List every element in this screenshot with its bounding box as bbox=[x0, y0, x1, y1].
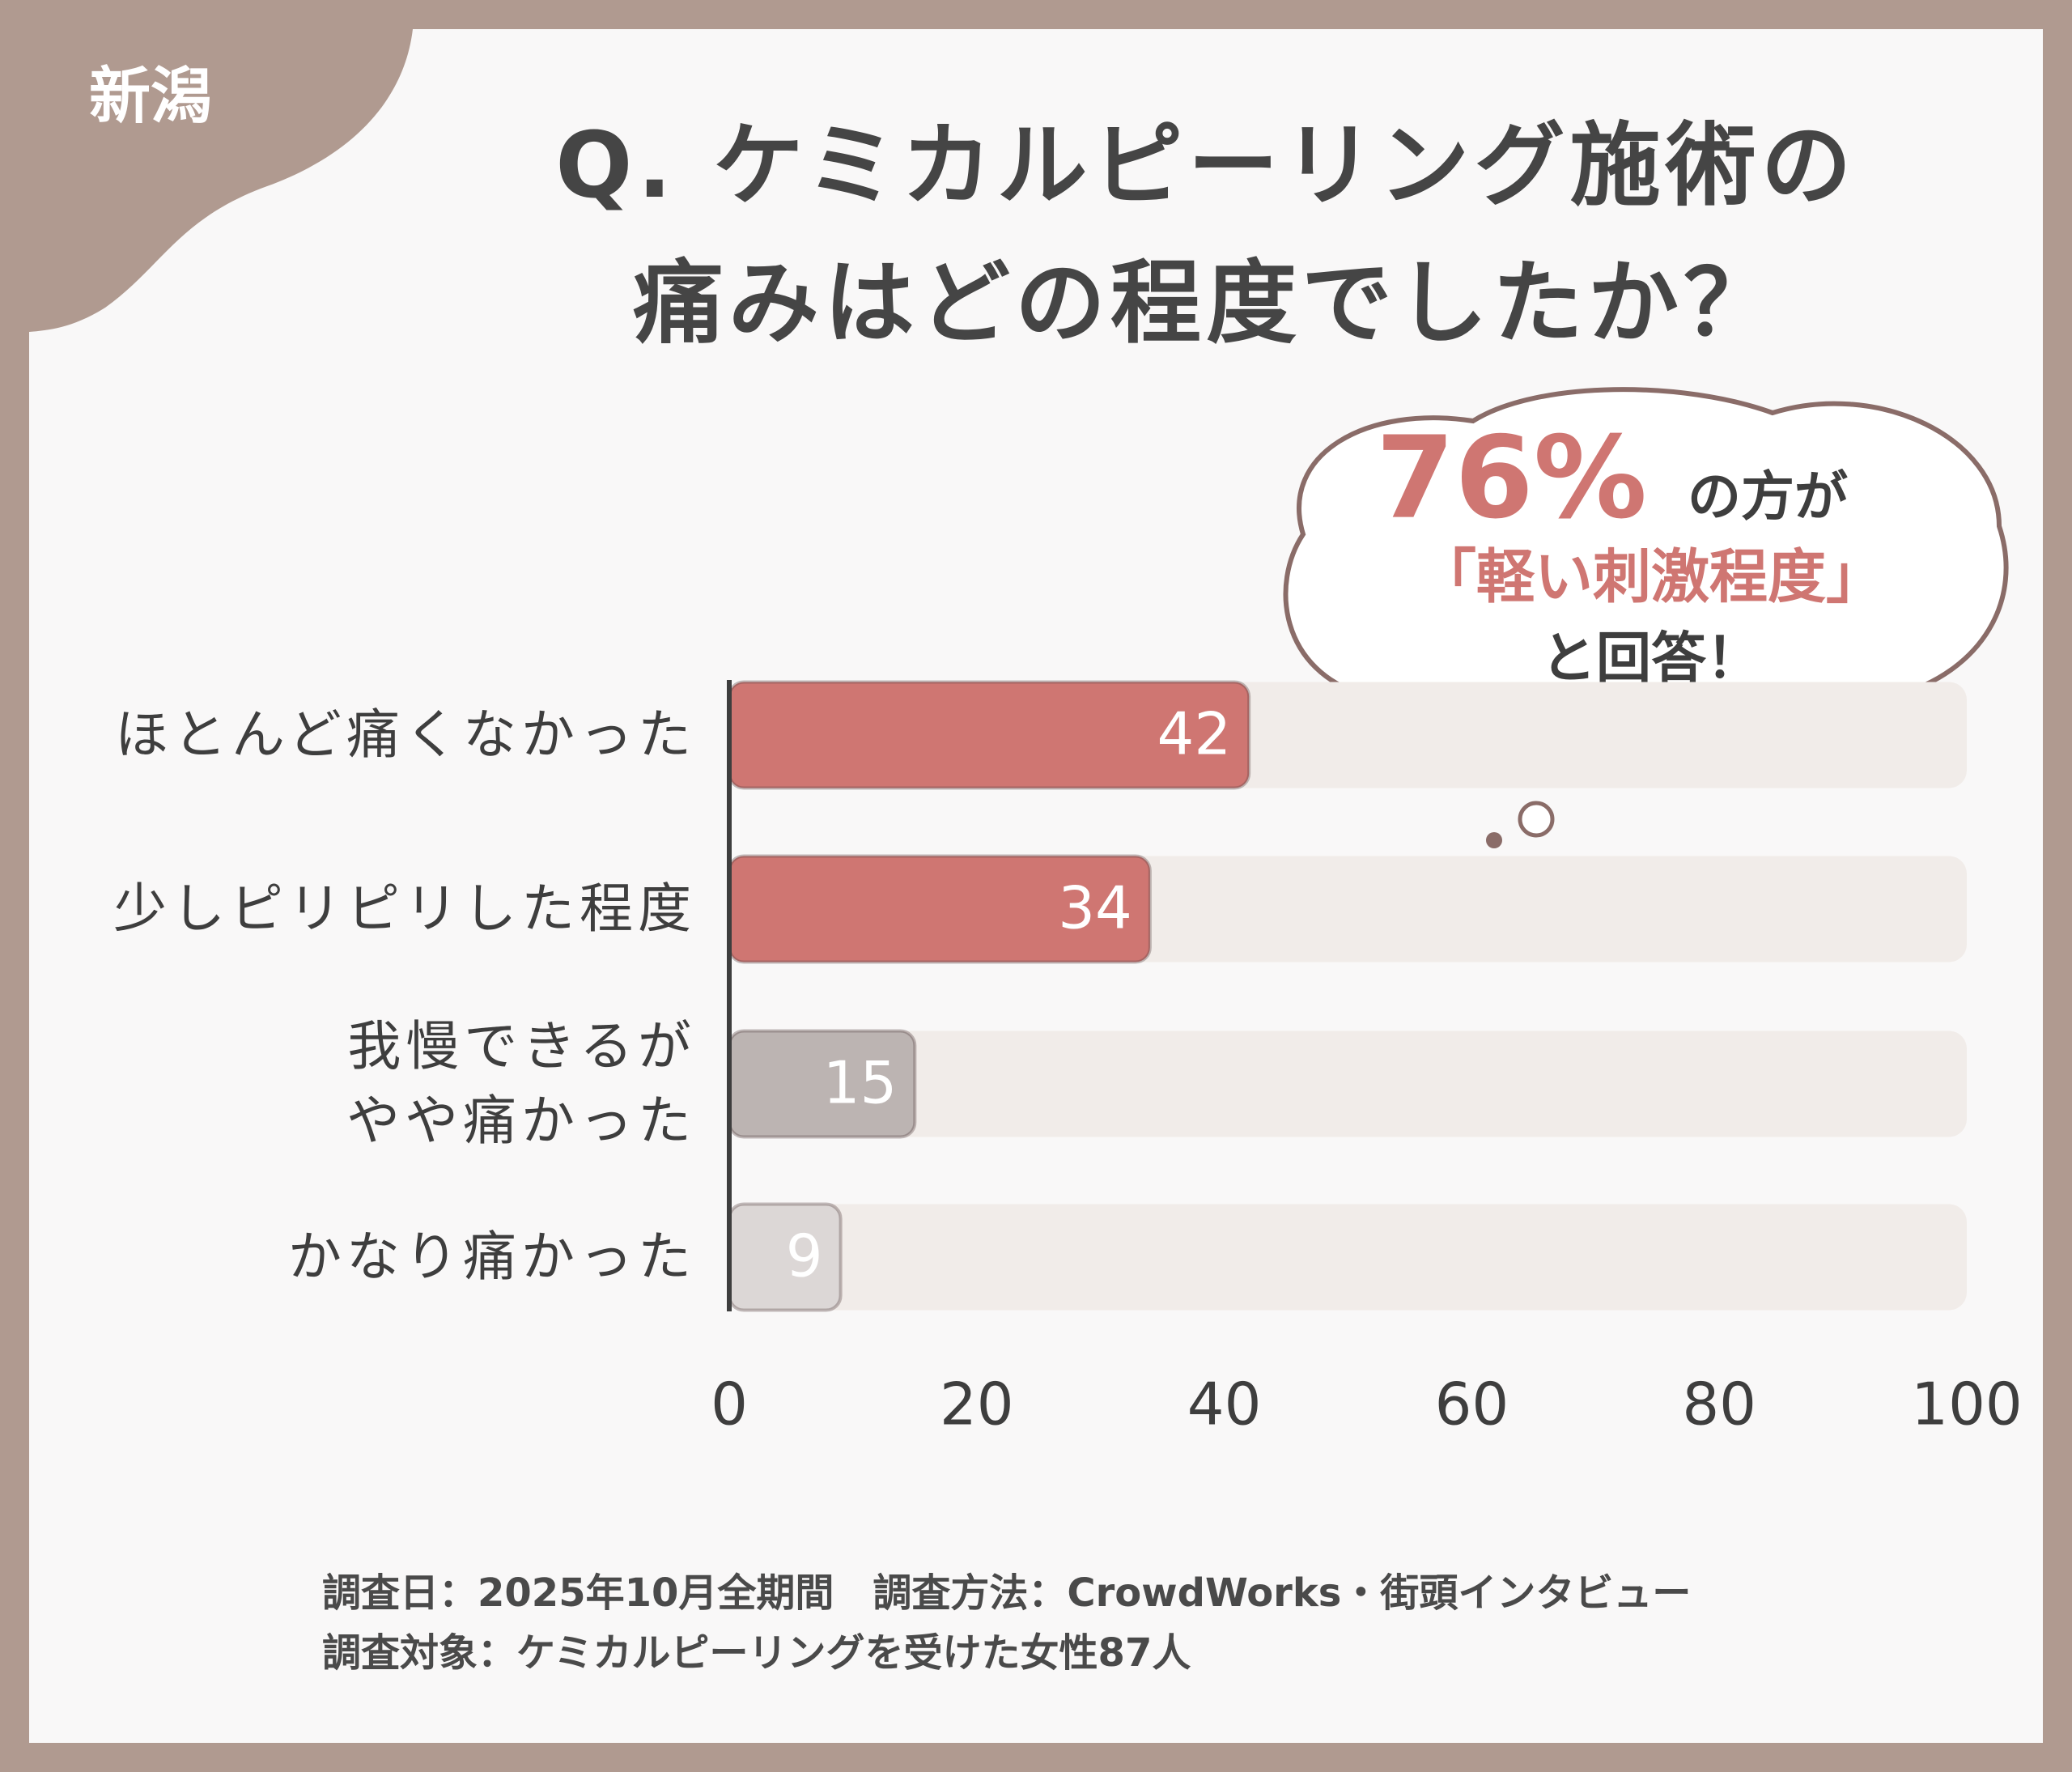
note: 調査日：2025年10月全期間 調査方法：CrowdWorks・街頭インタビュー bbox=[322, 1570, 1692, 1616]
y-tick-label: ほとんど痛くなかった bbox=[114, 703, 696, 766]
note: 調査対象：ケミカルピーリングを受けた女性87人 bbox=[322, 1630, 1191, 1676]
value-label: 34 bbox=[1058, 874, 1132, 942]
x-tick-label: 60 bbox=[1435, 1370, 1509, 1438]
x-tick-label: 100 bbox=[1911, 1370, 2022, 1438]
bubble bbox=[1518, 801, 1555, 838]
callout-text: と回答！ bbox=[1541, 627, 1761, 691]
bar bbox=[728, 1202, 843, 1312]
callout-figure: 76% bbox=[1376, 413, 1647, 545]
callout-text: 「軽い刺激程度」 bbox=[1418, 543, 1884, 611]
tag-shape bbox=[29, 29, 413, 332]
callout-text: の方が bbox=[1688, 465, 1848, 528]
bubble bbox=[1486, 832, 1502, 848]
chart-title: Q. ケミカルピーリング施術の 痛みはどの程度でしたか？ bbox=[555, 113, 1857, 356]
bar-track bbox=[729, 1030, 1967, 1137]
y-tick-label: 我慢できるが やや痛かった bbox=[346, 1015, 696, 1152]
x-tick-label: 40 bbox=[1187, 1370, 1262, 1438]
tag: 新潟 bbox=[89, 60, 212, 132]
value-label: 42 bbox=[1157, 700, 1232, 768]
bar-track bbox=[729, 1204, 1967, 1311]
x-tick-label: 0 bbox=[711, 1370, 748, 1438]
x-tick-label: 20 bbox=[940, 1370, 1014, 1438]
x-tick-label: 80 bbox=[1682, 1370, 1756, 1438]
value-label: 15 bbox=[823, 1049, 898, 1117]
value-label: 9 bbox=[786, 1222, 823, 1290]
y-tick-label: 少しピリピリした程度 bbox=[113, 878, 696, 940]
y-tick-label: かなり痛かった bbox=[288, 1226, 696, 1288]
